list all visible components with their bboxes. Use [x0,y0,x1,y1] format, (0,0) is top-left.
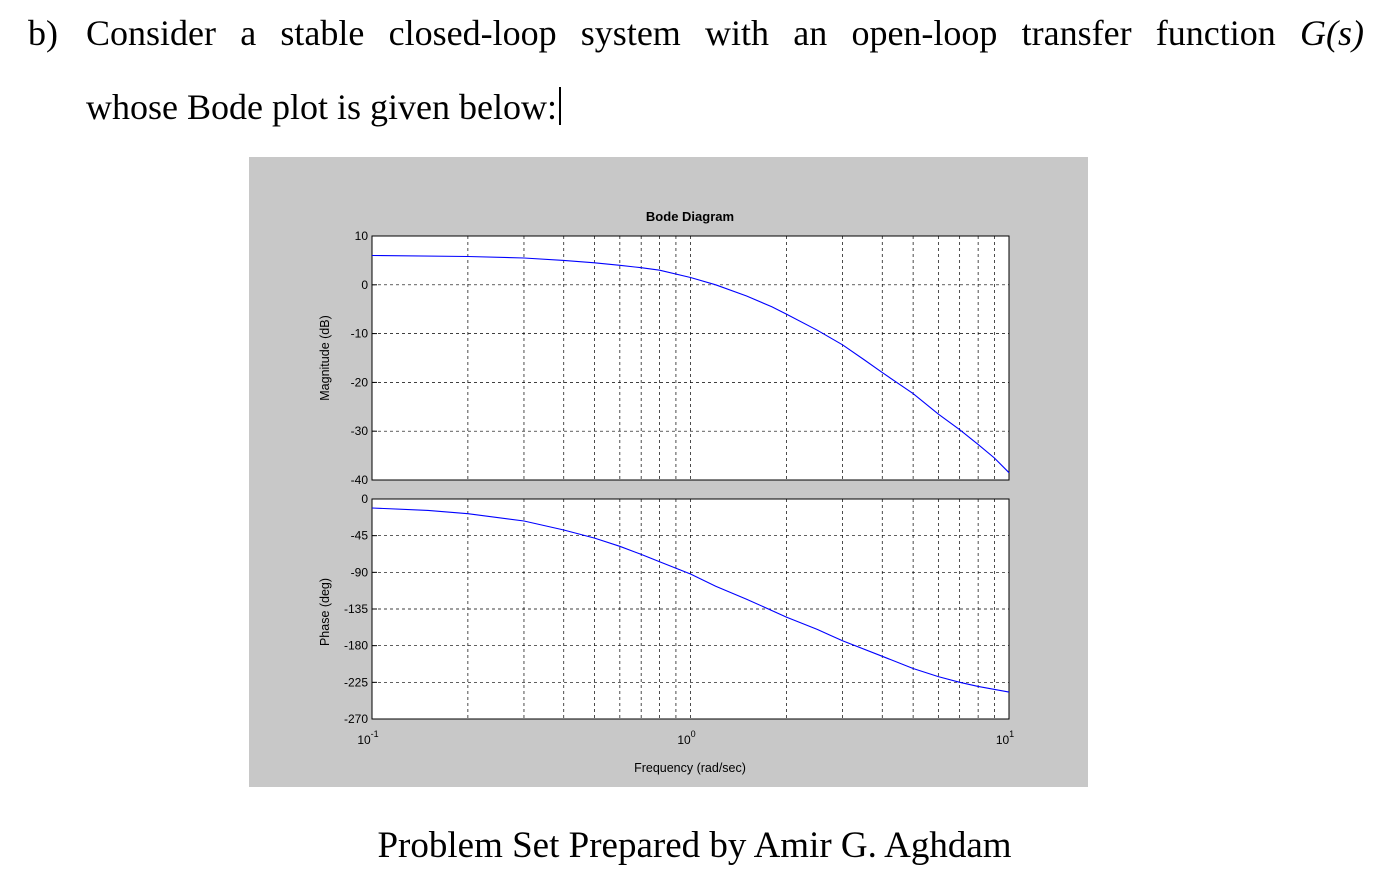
phase-ytick-label: 0 [361,492,368,506]
phase-curve [371,507,1010,693]
magnitude-y-label: Magnitude (dB) [318,315,332,400]
magnitude-panel: 10 0 -10 -20 -30 -40 [351,229,1010,487]
phase-frame [371,498,1010,720]
magnitude-ytick-label: 0 [361,278,368,292]
problem-text-1: Consider a stable closed-loop system wit… [86,13,1276,53]
x-tick-label: 100 [677,729,695,747]
problem-line-2: whose Bode plot is given below: [86,86,561,128]
phase-ytick-label: -45 [351,529,369,543]
x-tick-label: 10-1 [357,729,378,747]
x-axis-label: Frequency (rad/sec) [634,761,746,775]
magnitude-ytick-label: -30 [351,424,369,438]
magnitude-ytick-label: 10 [355,229,369,243]
x-tick-label: 101 [996,729,1014,747]
magnitude-curve [371,254,1010,474]
transfer-function-symbol: G(s) [1300,13,1364,53]
phase-ytick-label: -135 [344,602,368,616]
magnitude-frame [371,235,1010,481]
chart-title: Bode Diagram [646,209,734,224]
magnitude-ytick-label: -10 [351,327,369,341]
phase-ytick-label: -270 [344,712,368,726]
phase-panel: 0 -45 -90 -135 -180 -225 -270 [344,492,1010,726]
problem-line-1: b) [28,12,86,54]
problem-label: b) [28,13,58,53]
footer-credit: Problem Set Prepared by Amir G. Aghdam [377,825,1012,866]
phase-y-label: Phase (deg) [318,578,332,646]
problem-line-1-text: Consider a stable closed-loop system wit… [86,12,1364,54]
phase-ytick-label: -225 [344,675,368,689]
magnitude-ytick-label: -20 [351,375,369,389]
problem-text-2: whose Bode plot is given below: [86,87,557,127]
phase-ytick-label: -90 [351,565,369,579]
text-cursor [558,87,561,125]
magnitude-ytick-label: -40 [351,473,369,487]
phase-ytick-label: -180 [344,639,368,653]
bode-figure: Bode Diagram 100-10-20-30-40 0-45-90-135… [249,157,1088,787]
